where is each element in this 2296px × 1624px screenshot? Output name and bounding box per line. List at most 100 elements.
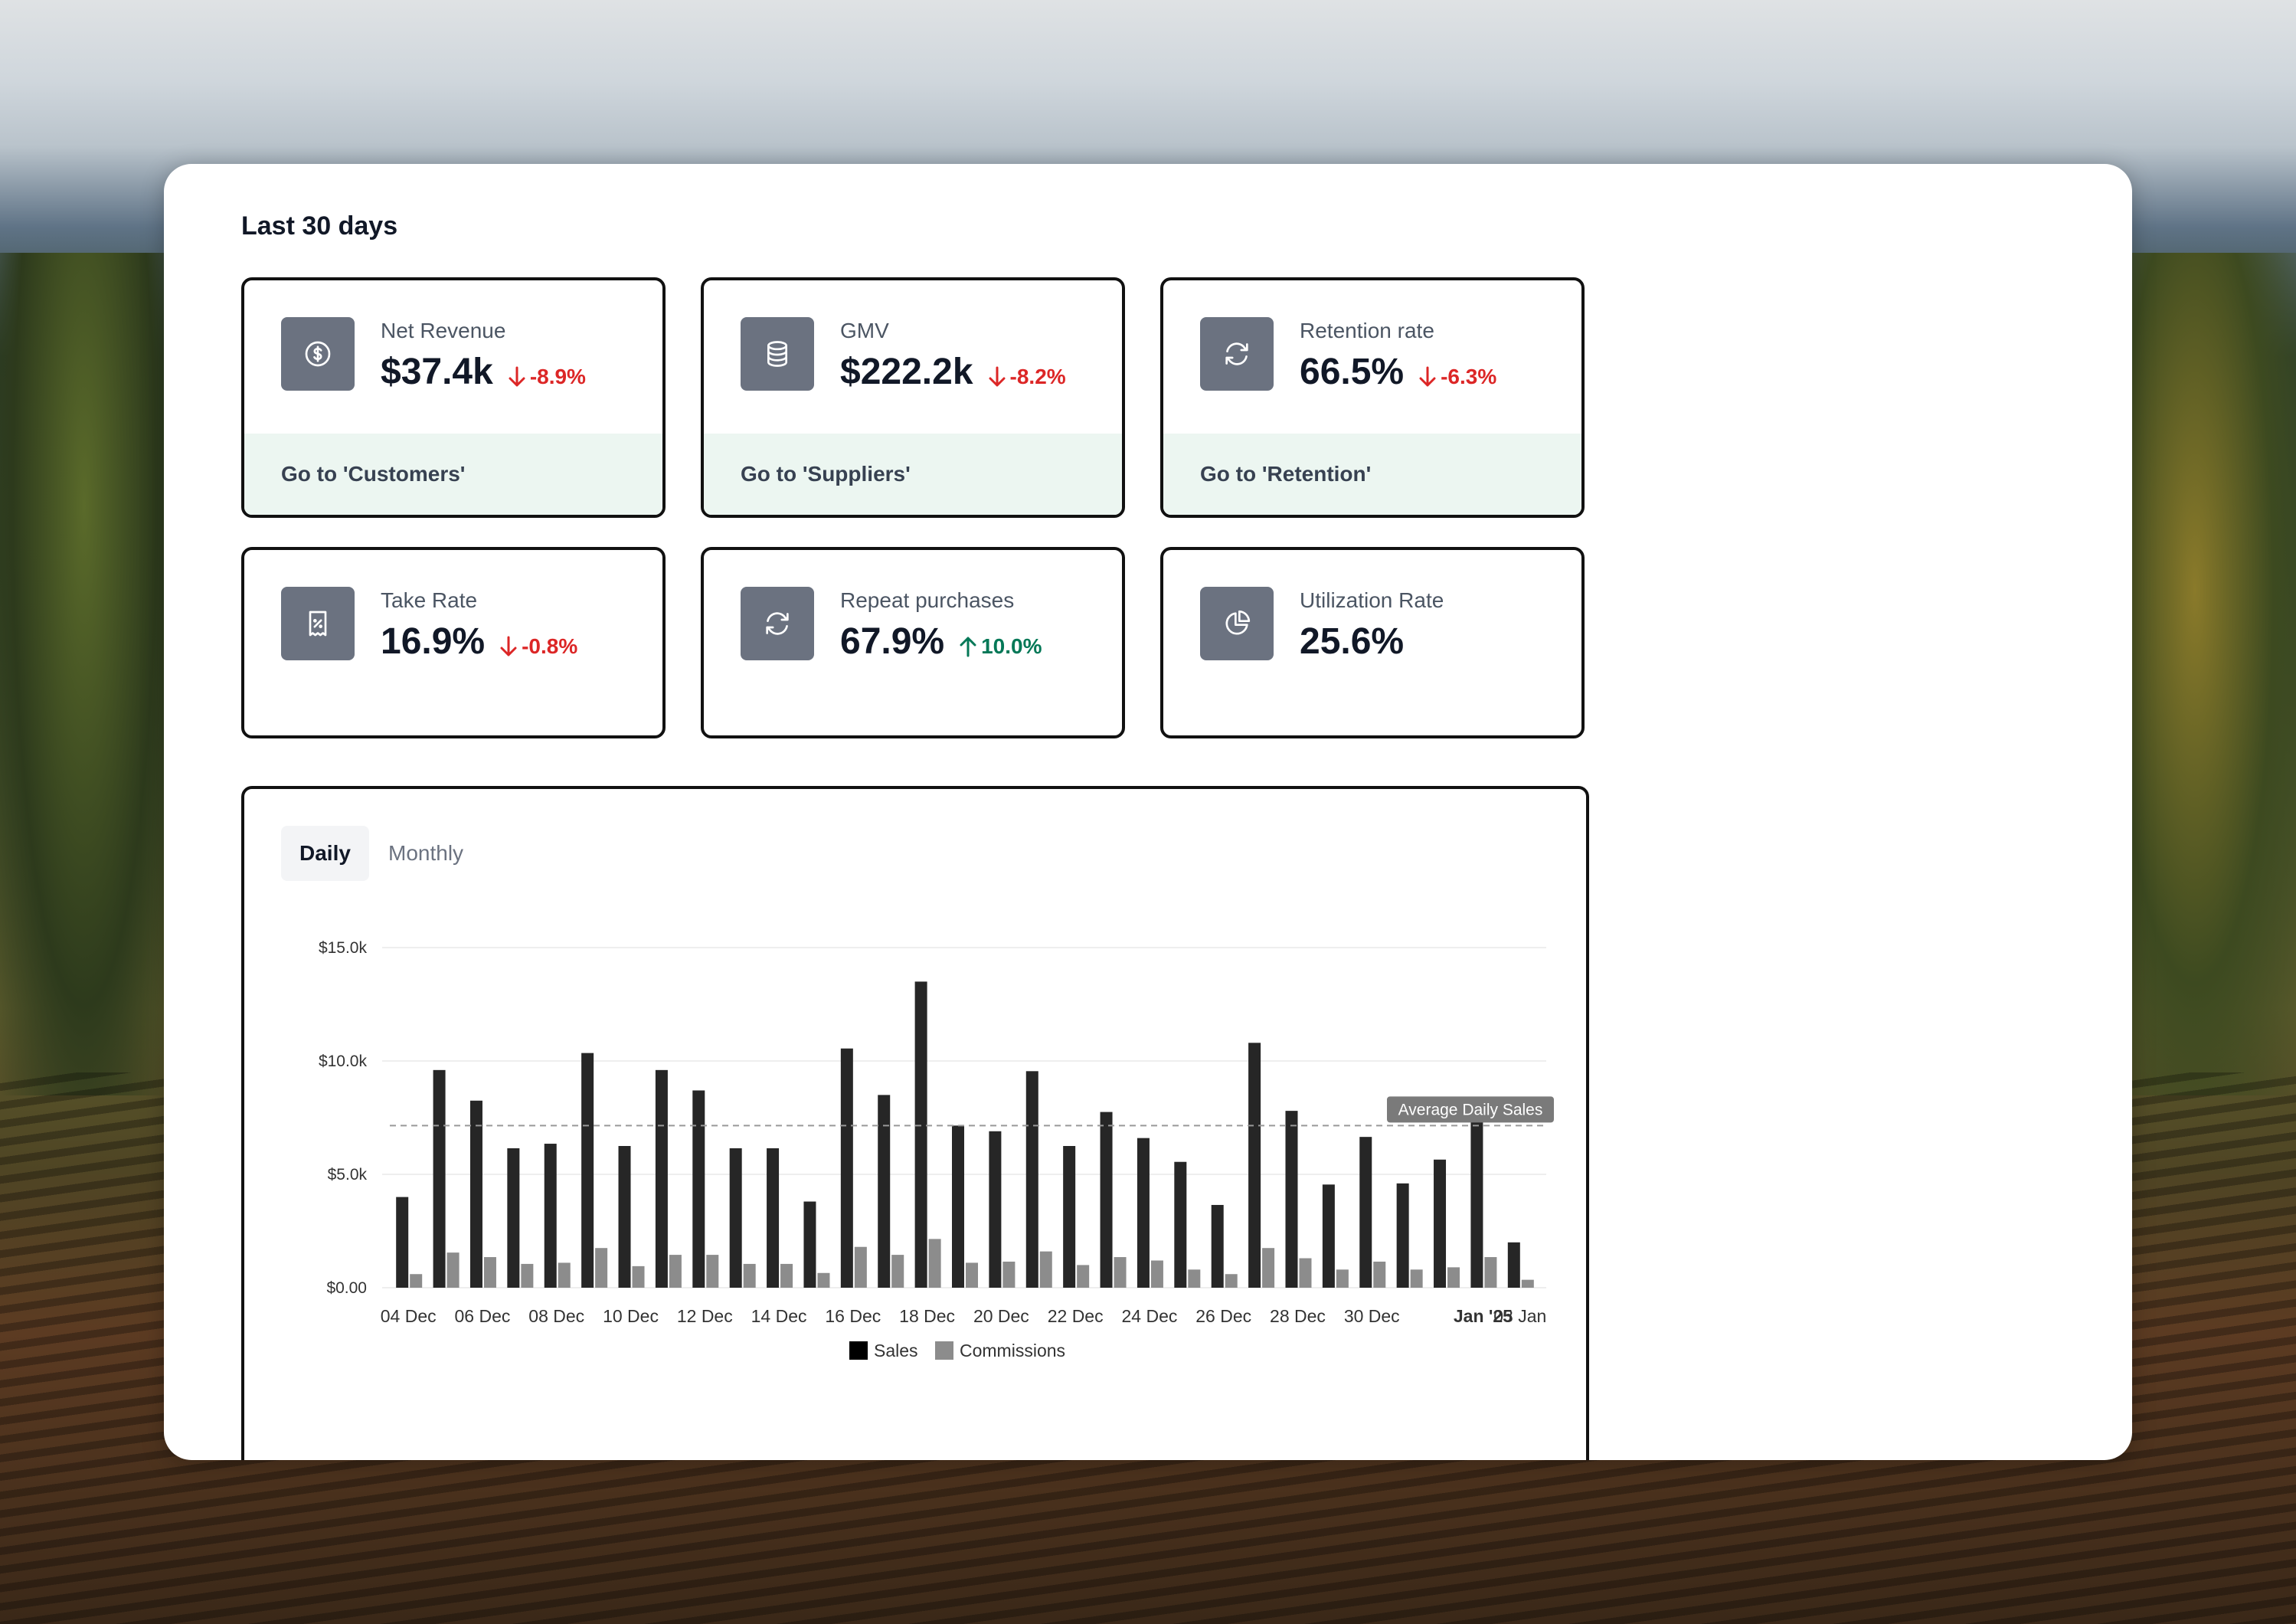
kpi-value-row: 16.9% -0.8% <box>381 620 577 663</box>
bar-sales <box>840 1048 853 1288</box>
bar-commissions <box>446 1252 460 1288</box>
kpi-value: 25.6% <box>1300 621 1405 662</box>
bar-sales <box>1063 1146 1076 1288</box>
tab-monthly[interactable]: Monthly <box>388 841 464 865</box>
average-label: Average Daily Sales <box>1398 1101 1543 1118</box>
legend-swatch-commissions <box>935 1341 953 1360</box>
kpi-value-row: 67.9% 10.0% <box>840 620 1042 663</box>
database-icon <box>741 317 814 391</box>
kpi-label: Repeat purchases <box>840 588 1015 612</box>
bar-commissions <box>1039 1251 1052 1288</box>
x-tick-label: 12 Dec <box>677 1306 733 1326</box>
bar-sales <box>618 1146 631 1288</box>
kpi-value-row: $222.2k -8.2% <box>840 351 1066 393</box>
kpi-label: Net Revenue <box>381 319 506 342</box>
bar-commissions <box>928 1239 941 1288</box>
pie-chart-icon <box>1200 587 1274 660</box>
bar-commissions <box>1188 1269 1201 1288</box>
bar-sales <box>433 1069 446 1288</box>
bar-commissions <box>1262 1248 1275 1288</box>
kpi-card-repeat-purchases: Repeat purchases 67.9% 10.0% <box>701 547 1125 738</box>
bar-sales <box>1396 1183 1409 1288</box>
x-tick-label: 14 Dec <box>751 1306 807 1326</box>
bar-commissions <box>817 1272 830 1288</box>
arrow-down-icon <box>500 632 517 659</box>
kpi-delta: -6.3% <box>1419 362 1496 389</box>
kpi-footer-link[interactable]: Go to 'Retention' <box>1163 434 1581 515</box>
tab-daily[interactable]: Daily <box>281 826 369 881</box>
legend-swatch-sales <box>849 1341 868 1360</box>
dashboard-panel: Last 30 days Net Revenue $37.4k -8.9% Go to… <box>164 164 2132 1460</box>
x-tick-label: 22 Dec <box>1048 1306 1104 1326</box>
bar-sales <box>507 1148 520 1288</box>
kpi-card-take-rate: Take Rate 16.9% -0.8% <box>241 547 666 738</box>
refresh-icon <box>741 587 814 660</box>
x-tick-label: 18 Dec <box>899 1306 955 1326</box>
bar-sales <box>767 1148 780 1288</box>
bar-sales <box>396 1197 409 1288</box>
bar-sales <box>1174 1161 1187 1288</box>
bar-sales <box>989 1131 1002 1288</box>
kpi-value: 66.5% <box>1300 352 1405 392</box>
bar-commissions <box>483 1257 496 1288</box>
arrow-down-icon <box>1419 362 1436 389</box>
bar-sales <box>729 1148 742 1288</box>
kpi-label: Retention rate <box>1300 319 1434 342</box>
bar-sales <box>1285 1111 1298 1288</box>
bar-commissions <box>558 1262 571 1288</box>
bar-commissions <box>966 1262 978 1288</box>
legend-label-sales: Sales <box>874 1341 918 1360</box>
bar-commissions <box>1150 1260 1163 1288</box>
kpi-footer-link[interactable]: Go to 'Suppliers' <box>704 434 1122 515</box>
kpi-label: GMV <box>840 319 889 342</box>
kpi-delta-value: -6.3% <box>1441 365 1497 388</box>
kpi-value-row: 25.6% <box>1300 620 1404 663</box>
x-tick-label: 16 Dec <box>825 1306 881 1326</box>
bar-commissions <box>521 1263 534 1288</box>
bar-sales <box>1507 1242 1520 1288</box>
kpi-card-net-revenue[interactable]: Net Revenue $37.4k -8.9% Go to 'Customers' <box>241 277 666 518</box>
arrow-up-icon <box>960 632 976 659</box>
bar-sales <box>1434 1159 1447 1288</box>
bar-sales <box>1137 1138 1150 1288</box>
y-tick-label: $15.0k <box>319 939 368 957</box>
x-tick-label: 06 Dec <box>455 1306 511 1326</box>
arrow-down-icon <box>989 362 1006 389</box>
bar-sales <box>544 1144 557 1288</box>
bar-commissions <box>669 1255 682 1288</box>
refresh-icon <box>1200 317 1274 391</box>
bar-sales <box>1211 1204 1224 1288</box>
bar-sales <box>469 1100 482 1288</box>
bar-commissions <box>1225 1274 1238 1288</box>
bar-commissions <box>1521 1279 1534 1288</box>
dollar-circle-icon <box>281 317 355 391</box>
kpi-label: Take Rate <box>381 588 478 612</box>
bar-sales <box>1248 1043 1261 1288</box>
bar-commissions <box>1373 1261 1386 1288</box>
kpi-delta: -8.2% <box>989 362 1066 389</box>
kpi-card-gmv[interactable]: GMV $222.2k -8.2% Go to 'Suppliers' <box>701 277 1125 518</box>
x-tick-label: 28 Dec <box>1270 1306 1326 1326</box>
kpi-value: 16.9% <box>381 621 486 662</box>
kpi-value: 67.9% <box>840 621 945 662</box>
kpi-footer-link[interactable]: Go to 'Customers' <box>244 434 662 515</box>
x-tick-label: 03 Jan <box>1493 1306 1546 1326</box>
bar-sales <box>914 981 927 1288</box>
sales-chart-card: Daily Monthly $0.00 $5.0k $10.0k $15.0k 04 D… <box>241 786 1589 1460</box>
x-tick-label: 10 Dec <box>603 1306 659 1326</box>
y-tick-label: $10.0k <box>319 1053 368 1070</box>
bar-commissions <box>743 1263 756 1288</box>
kpi-value: $37.4k <box>381 352 493 392</box>
bar-commissions <box>780 1263 793 1288</box>
section-title: Last 30 days <box>241 211 398 241</box>
bar-sales <box>878 1095 891 1288</box>
kpi-card-retention-rate[interactable]: Retention rate 66.5% -6.3% Go to 'Retention… <box>1160 277 1585 518</box>
kpi-delta: -8.9% <box>509 362 586 389</box>
bar-commissions <box>1002 1261 1016 1288</box>
kpi-delta-value: -0.8% <box>522 634 578 658</box>
bar-sales <box>655 1069 668 1288</box>
kpi-delta-value: -8.2% <box>1009 365 1066 388</box>
bar-commissions <box>595 1248 608 1288</box>
bar-commissions <box>410 1274 423 1288</box>
background-trees-right <box>2128 253 2296 1095</box>
